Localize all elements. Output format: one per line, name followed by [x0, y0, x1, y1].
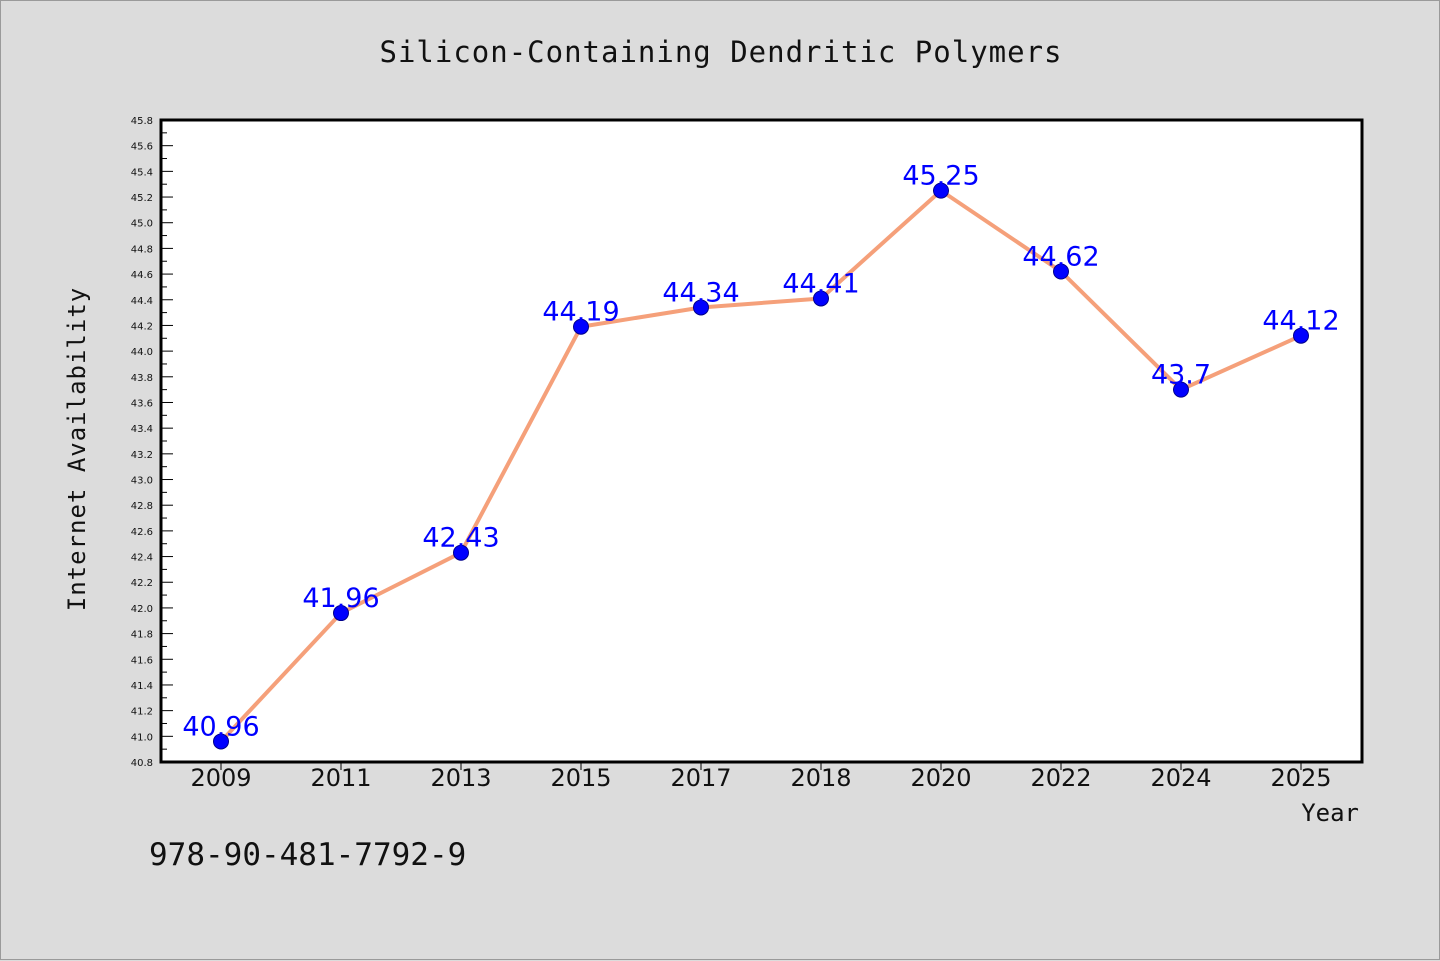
x-tick-label: 2025: [1270, 764, 1331, 792]
y-tick-label: 42.2: [131, 578, 153, 589]
y-tick-label: 44.0: [131, 347, 153, 358]
y-tick-label: 45.0: [131, 219, 153, 230]
data-label: 40.96: [182, 711, 259, 742]
data-point: [693, 299, 709, 316]
y-tick-label: 41.6: [131, 655, 153, 666]
x-tick-label: 2020: [910, 764, 971, 792]
data-label: 44.19: [542, 297, 619, 328]
x-tick-label: 2011: [310, 764, 371, 792]
y-tick-label: 44.2: [131, 321, 153, 332]
x-tick-label: 2017: [670, 764, 731, 792]
x-tick-label: 2015: [550, 764, 611, 792]
y-tick-label: 43.8: [131, 373, 153, 384]
y-tick-label: 42.4: [131, 553, 153, 564]
y-tick-label: 45.6: [131, 142, 153, 153]
data-point: [1293, 327, 1309, 344]
y-tick-label: 44.8: [131, 244, 153, 255]
x-tick-label: 2018: [790, 764, 851, 792]
y-tick-label: 44.6: [131, 270, 153, 281]
data-point: [333, 605, 349, 622]
y-tick-label: 43.2: [131, 450, 153, 461]
x-tick-label: 2024: [1150, 764, 1211, 792]
x-axis-label: Year: [1301, 799, 1359, 827]
y-tick-label: 43.6: [131, 398, 153, 409]
data-point: [453, 544, 469, 561]
chart-title: Silicon-Containing Dendritic Polymers: [379, 35, 1063, 69]
data-label: 44.62: [1022, 242, 1099, 273]
x-tick-label: 2013: [430, 764, 491, 792]
data-label: 45.25: [902, 161, 979, 192]
y-tick-label: 42.6: [131, 527, 153, 538]
footer-code: 978-90-481-7792-9: [149, 837, 467, 873]
y-tick-label: 41.2: [131, 707, 153, 718]
data-label: 43.7: [1151, 360, 1211, 391]
y-tick-label: 41.0: [131, 732, 153, 743]
data-point: [1173, 381, 1189, 398]
x-tick-label: 2009: [190, 764, 251, 792]
data-label: 41.96: [302, 583, 379, 614]
data-label: 44.34: [662, 277, 739, 308]
y-tick-label: 41.4: [131, 681, 153, 692]
data-point: [213, 733, 229, 750]
data-point: [573, 318, 589, 335]
data-point: [813, 290, 829, 307]
data-point: [933, 182, 949, 199]
y-tick-label: 45.8: [131, 116, 153, 127]
y-tick-label: 44.4: [131, 296, 153, 307]
y-tick-label: 45.4: [131, 167, 153, 178]
data-label: 42.43: [422, 523, 499, 554]
y-tick-label: 45.2: [131, 193, 153, 204]
data-label: 44.41: [782, 268, 859, 299]
data-point: [1053, 263, 1069, 280]
y-tick-label: 41.8: [131, 630, 153, 641]
y-tick-label: 42.8: [131, 501, 153, 512]
y-tick-label: 43.4: [131, 424, 153, 435]
y-tick-label: 40.8: [131, 758, 153, 769]
x-tick-label: 2022: [1030, 764, 1091, 792]
data-label: 44.12: [1262, 306, 1339, 337]
y-tick-label: 42.0: [131, 604, 153, 615]
y-tick-label: 43.0: [131, 476, 153, 487]
plot-area: [159, 118, 1364, 764]
series-line: [219, 188, 1302, 743]
